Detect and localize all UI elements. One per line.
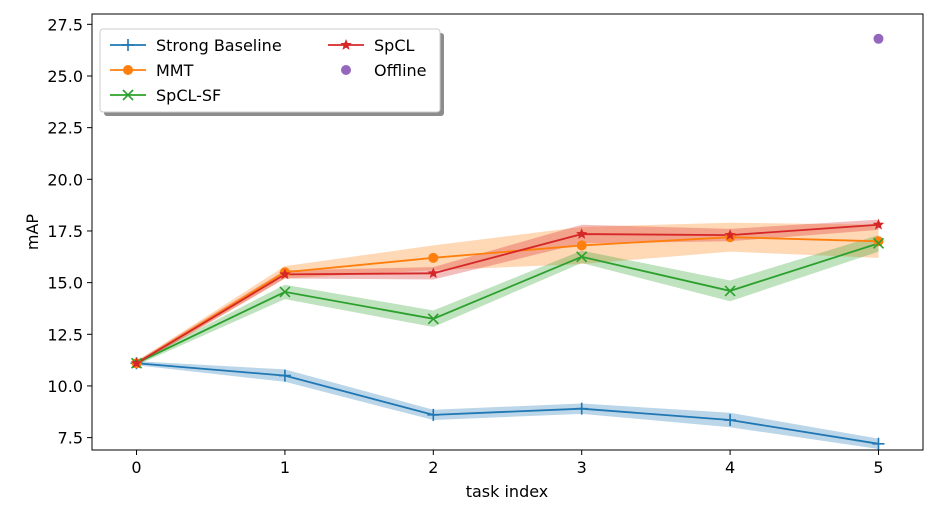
legend-spcl-sf-label: SpCL-SF [156, 86, 221, 105]
y-axis-label: mAP [23, 214, 42, 251]
y-tick-label: 25.0 [47, 67, 83, 86]
series-lines [136, 223, 879, 445]
x-tick-label: 2 [428, 458, 438, 477]
spcl-sf-point [427, 313, 439, 325]
spcl-line [136, 223, 879, 364]
spcl-band [136, 219, 879, 366]
legend-items: Strong Baseline MMT SpCL-SF SpCL Offline [110, 36, 427, 105]
y-tick-label: 15.0 [47, 274, 83, 293]
strong-baseline-line [136, 362, 879, 445]
spcl-sf-line [136, 242, 879, 365]
spcl-point [130, 357, 143, 369]
legend-strong-baseline-label: Strong Baseline [156, 36, 282, 55]
spcl-point [279, 268, 291, 280]
axes-frame [91, 13, 924, 451]
spcl-sf-band [136, 235, 879, 366]
legend-offline-marker [341, 65, 351, 75]
strong-baseline-point [427, 408, 440, 421]
x-tick-label: 1 [280, 458, 290, 477]
x-tick-label: 4 [725, 458, 735, 477]
strong-baseline-point [872, 437, 885, 450]
legend-spcl-sf-marker [122, 89, 134, 101]
spcl-sf-point [576, 251, 588, 263]
x-tick-label: 0 [131, 458, 141, 477]
axes-border [91, 13, 924, 451]
spcl-point [724, 229, 736, 240]
spcl-sf-point [279, 286, 291, 298]
mmt-point [428, 252, 439, 263]
y-tick-label: 20.0 [47, 170, 83, 189]
x-tick-label: 5 [873, 458, 883, 477]
legend-strong-baseline-marker [122, 39, 134, 51]
spcl-point [427, 267, 440, 279]
mmt-point [576, 240, 587, 251]
y-axis-ticks: 7.5 10.0 12.5 15.0 17.5 20.0 22.5 25.0 27.5 [47, 15, 92, 448]
x-axis-label: task index [466, 482, 549, 501]
legend-spcl-label: SpCL [374, 36, 414, 55]
y-tick-label: 7.5 [58, 429, 83, 448]
mmt-line [136, 236, 879, 364]
legend-offline-label: Offline [374, 61, 427, 80]
mmt-point [873, 236, 884, 247]
spcl-point [872, 218, 885, 230]
offline-point [873, 33, 884, 44]
series-markers [130, 33, 885, 450]
y-tick-label: 22.5 [47, 119, 83, 138]
y-tick-label: 27.5 [47, 15, 83, 34]
spcl-sf-point [872, 237, 885, 249]
legend-spcl-marker [340, 39, 352, 50]
y-tick-label: 12.5 [47, 325, 83, 344]
strong-baseline-point [278, 369, 291, 382]
spcl-point [575, 228, 588, 239]
strong-baseline-point [575, 402, 588, 415]
legend-mmt-marker [123, 65, 133, 75]
legend-mmt-label: MMT [156, 61, 194, 80]
legend-box [99, 28, 441, 113]
y-tick-label: 10.0 [47, 377, 83, 396]
x-axis-ticks: 0 1 2 3 4 5 [131, 450, 884, 477]
y-tick-label: 17.5 [47, 222, 83, 241]
strong-baseline-point [724, 414, 737, 427]
spcl-sf-point [724, 285, 736, 297]
x-tick-label: 3 [577, 458, 587, 477]
legend: Strong Baseline MMT SpCL-SF SpCL Offline [99, 28, 444, 116]
strong-baseline-band [136, 361, 879, 449]
